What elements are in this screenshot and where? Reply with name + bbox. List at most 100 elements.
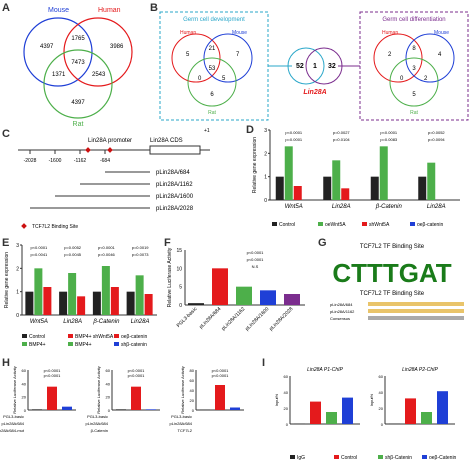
bar bbox=[59, 291, 68, 315]
bar bbox=[25, 291, 34, 315]
venn-b-mid-left-circle bbox=[287, 47, 325, 85]
panel-label-d: D bbox=[246, 124, 254, 136]
x-tick-label: pLin28A/1600 bbox=[244, 306, 270, 332]
bar bbox=[236, 286, 252, 305]
legend-swatch bbox=[272, 222, 277, 226]
y-tick-label: 40 bbox=[190, 388, 195, 393]
venn-b-left-human: Human bbox=[180, 30, 196, 36]
sequence-row-label: pLin28A/1162 bbox=[330, 309, 355, 314]
venn-b-left-r-only: 6 bbox=[210, 92, 214, 98]
chart-d: 0 1 2 3 Relative gene expression Wnt5A Lin28A β… bbox=[252, 128, 460, 228]
p-value-label: p<0.0001 bbox=[380, 130, 398, 135]
legend-label: IgG bbox=[297, 455, 305, 461]
x-tick-label: Lin28A bbox=[63, 319, 82, 325]
row-label: pLin28A/684 bbox=[170, 421, 193, 426]
y-tick-label: 1 bbox=[264, 175, 267, 181]
y-tick-label: 0 bbox=[179, 303, 182, 309]
y-tick-label: 2 bbox=[264, 151, 267, 157]
promoter-tick-label: -1162 bbox=[74, 158, 87, 164]
bar bbox=[230, 407, 240, 410]
p-value-label: p=0.0073 bbox=[132, 252, 150, 257]
venn-b: Germ cell development Human Mouse Rat 5 … bbox=[159, 11, 469, 121]
venn-b-left-rat-circle bbox=[187, 57, 237, 107]
motif-title-2: TCF7L2 TF Binding Site bbox=[360, 291, 425, 297]
row-label: TCF7L2 bbox=[178, 428, 193, 433]
bar bbox=[293, 186, 302, 200]
chart-h: 0 20 40 60 Relative Luciferase Activity p<0.0… bbox=[0, 366, 244, 433]
venn-b-mid-right: 32 bbox=[328, 63, 336, 70]
panel-label-c: C bbox=[2, 128, 10, 140]
y-axis-label: Relative Luciferase Activity bbox=[167, 247, 173, 307]
venn-a-rat-circle bbox=[43, 49, 113, 119]
y-tick-label: 3 bbox=[264, 128, 267, 134]
x-tick-label: β-Catenin bbox=[375, 204, 403, 210]
cds-label: Lin28A CDS bbox=[150, 138, 183, 144]
legend-label: Control bbox=[341, 455, 357, 461]
legend-swatch bbox=[318, 222, 323, 226]
legend-label: oeβ-catenin bbox=[417, 222, 443, 228]
venn-b-right-human-circle bbox=[373, 33, 423, 83]
venn-b-left-hr: 0 bbox=[198, 76, 202, 82]
tcf7l2-site-marker bbox=[85, 147, 91, 153]
legend-label: shβ-Catenin bbox=[385, 455, 412, 461]
y-axis-label: Relative Luciferase Activity bbox=[96, 366, 101, 414]
bar bbox=[370, 176, 379, 200]
venn-b-right-h-only: 2 bbox=[388, 52, 392, 58]
bar bbox=[379, 146, 388, 200]
panel-label-b: B bbox=[150, 2, 158, 14]
legend-label: shβ-catenin bbox=[121, 342, 147, 348]
bar bbox=[144, 294, 153, 315]
venn-a-human-rat: 2543 bbox=[92, 72, 106, 78]
venn-b-right-m-only: 4 bbox=[438, 52, 442, 58]
y-tick-label: 60 bbox=[22, 368, 27, 373]
cds-box bbox=[149, 145, 201, 155]
y-tick-label: 10 bbox=[176, 266, 182, 272]
bar bbox=[68, 273, 77, 315]
x-tick-label: Lin28A bbox=[427, 204, 446, 210]
venn-a-mouse-rat: 1371 bbox=[52, 72, 66, 78]
venn-a-human-circle bbox=[63, 17, 133, 87]
legend-swatch bbox=[22, 342, 27, 346]
y-tick-label: 0 bbox=[286, 422, 289, 427]
p-value-label: p<0.0001 bbox=[212, 373, 230, 378]
y-tick-label: 3 bbox=[16, 243, 19, 249]
x-tick-label: pLin28A/1162 bbox=[221, 306, 247, 332]
venn-a-mouse-only: 4397 bbox=[40, 44, 54, 50]
legend-label: BMP4+ shWnt5A bbox=[75, 334, 114, 340]
p-value-label: p<0.0001 bbox=[30, 245, 48, 250]
y-tick-label: 0 bbox=[192, 408, 195, 413]
venn-b-left-title: Germ cell development bbox=[183, 17, 245, 23]
sequence-row-label: Consensus bbox=[330, 316, 350, 321]
venn-b-right-rat: Rat bbox=[410, 110, 418, 116]
motif-title: TCF7L2 TF Binding Site bbox=[360, 244, 425, 250]
x-tick-label: pLin28A/2028 bbox=[268, 306, 294, 332]
legend-label: oeβ-catenin bbox=[121, 334, 147, 340]
bar bbox=[284, 146, 293, 200]
chart-e: 0 1 2 3 Relative gene expression Wnt5A Lin28A β… bbox=[4, 243, 157, 348]
y-tick-label: 40 bbox=[22, 381, 27, 386]
row-label: pLin28A/684-mut bbox=[0, 428, 25, 433]
y-tick-label: 0 bbox=[381, 422, 384, 427]
y-tick-label: 0 bbox=[24, 408, 27, 413]
bar bbox=[146, 409, 156, 410]
venn-b-left-hm: 21 bbox=[209, 46, 216, 52]
p-value-label: p<0.0001 bbox=[285, 130, 303, 135]
bar bbox=[342, 397, 353, 424]
bar bbox=[200, 409, 210, 410]
y-tick-label: 20 bbox=[190, 398, 195, 403]
venn-a-mouse-human: 1765 bbox=[71, 36, 85, 42]
legend-label: BMP4+ bbox=[29, 342, 46, 348]
legend-swatch bbox=[22, 334, 27, 338]
tick-group: -2028 -1600 -1162 -684 bbox=[24, 147, 113, 164]
p-value-label: p=0.0027 bbox=[333, 130, 351, 135]
p-value-label: p=0.0019 bbox=[132, 245, 150, 250]
p-value-label: p=0.0041 bbox=[30, 252, 48, 257]
p-value-label: p=0.0052 bbox=[64, 245, 82, 250]
y-tick-label: 60 bbox=[379, 374, 384, 379]
p-value-label: p=0.0046 bbox=[98, 252, 116, 257]
sequence-rows: pLin28A/684 pLin28A/1162 Consensus bbox=[330, 302, 464, 321]
venn-a-rat-only: 4397 bbox=[71, 100, 85, 106]
x-tick-label: Wnt5A bbox=[285, 204, 303, 210]
venn-b-mid-center: 1 bbox=[313, 63, 317, 70]
